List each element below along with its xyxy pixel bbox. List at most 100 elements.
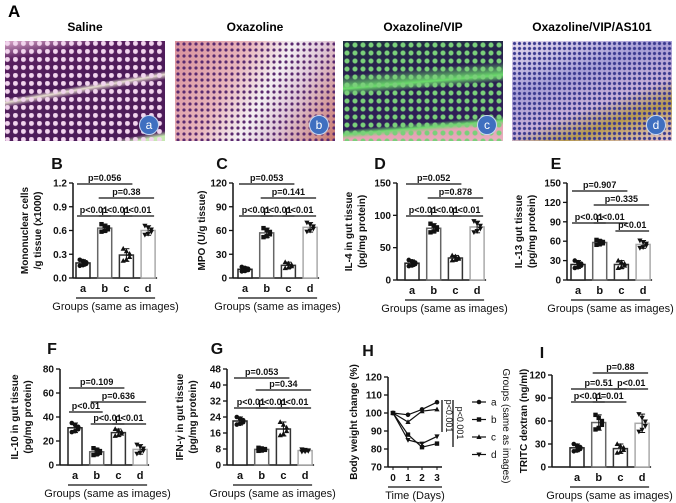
data-point-b (434, 227, 440, 232)
data-point-c (123, 248, 129, 254)
p-value-label: p=0.38 (112, 187, 140, 197)
series-line-b (392, 412, 438, 448)
data-point-a (69, 420, 75, 426)
data-point-d (142, 223, 148, 229)
y-tick-label: 0.6 (53, 226, 67, 237)
data-point-b (597, 238, 602, 244)
y-tick-label: 60 (550, 237, 562, 248)
p-value-label: p<0.01 (596, 212, 624, 222)
p-value-label: p<0.01 (123, 205, 151, 215)
data-point-c (115, 432, 121, 438)
data-point-c (614, 441, 620, 446)
y-tick-label: 0 (221, 274, 227, 285)
legend-title: Groups (same as images) (500, 368, 511, 483)
panel-letter-c: C (216, 156, 228, 173)
data-point-b (262, 446, 268, 452)
p-value-label: p=0.141 (272, 187, 305, 197)
image-title-oxazoline-vip: Oxazoline/VIP (383, 20, 463, 34)
legend-label-c: c (491, 433, 496, 444)
x-tick-label-b: b (595, 472, 602, 484)
y-axis-label: TRITC dextran (ng/ml) (519, 369, 530, 473)
data-point-d (642, 419, 648, 425)
data-point-b (267, 229, 273, 235)
data-point-c (617, 449, 623, 454)
data-point-d (640, 240, 646, 245)
y-tick-label: 120 (365, 373, 382, 384)
x-tick-label-b: b (258, 470, 265, 482)
x-axis-label: Time (Days) (385, 490, 444, 502)
data-point-d (474, 221, 480, 227)
y-tick-label: 90 (535, 394, 547, 405)
x-axis-label: Groups (same as images) (44, 488, 171, 500)
legend-marker-a (476, 399, 482, 405)
y-tick-label: 150 (544, 179, 561, 190)
data-point-d (471, 219, 477, 224)
data-point-b (594, 237, 599, 243)
data-point-d (137, 450, 143, 456)
data-point-a (572, 258, 578, 263)
series-point-d (434, 434, 440, 440)
panel-letter-e: E (551, 156, 562, 173)
data-point-c (621, 444, 627, 450)
data-point-c (282, 259, 288, 265)
data-point-b (91, 452, 96, 458)
y-tick-label: 24 (210, 413, 222, 424)
data-point-b (99, 221, 104, 227)
data-point-c (277, 432, 283, 438)
x-tick-label-c: c (452, 285, 458, 297)
data-point-c (456, 254, 462, 260)
data-point-d (302, 449, 308, 455)
y-tick-label: 8 (215, 445, 221, 456)
data-point-a (245, 266, 251, 272)
data-point-d (145, 231, 151, 237)
data-point-b (267, 232, 273, 237)
y-tick-label: 40 (43, 413, 55, 424)
data-point-d (477, 223, 483, 229)
data-point-d (637, 238, 643, 244)
data-point-d (643, 241, 649, 247)
p-value-label: p<0.001 (444, 400, 454, 433)
p-value-label: p<0.01 (258, 397, 286, 407)
data-point-d (307, 228, 313, 234)
data-point-c (618, 259, 624, 265)
data-point-c (285, 260, 291, 266)
data-point-d (640, 245, 646, 250)
badge-a: a (139, 115, 159, 135)
series-point-b (405, 432, 411, 437)
data-point-a (571, 441, 577, 447)
data-point-d (304, 229, 310, 235)
legend-label-a: a (491, 398, 497, 409)
data-point-c (123, 256, 129, 262)
badge-c: c (477, 115, 497, 135)
data-point-a (406, 257, 412, 263)
y-tick-label: 80 (43, 365, 55, 376)
x-tick-label-c: c (123, 283, 129, 295)
data-point-a (234, 414, 240, 420)
y-tick-label: 0 (385, 276, 391, 287)
y-axis-label: (pg/mg protein) (23, 380, 34, 453)
x-tick-label-d: d (474, 285, 481, 297)
p-value-label: p=0.335 (605, 194, 638, 204)
data-point-c (618, 264, 624, 270)
x-tick-label-c: c (617, 472, 623, 484)
p-value-label: p=0.88 (606, 362, 634, 372)
data-point-d (639, 427, 645, 433)
x-tick-label-d: d (307, 283, 314, 295)
bar-d (302, 226, 318, 279)
y-tick-label: 150 (374, 179, 391, 190)
x-tick-label-b: b (93, 470, 100, 482)
data-point-b (594, 242, 599, 248)
y-tick-label: 60 (43, 389, 55, 400)
x-tick-label: 2 (419, 473, 425, 484)
x-tick-label-b: b (263, 283, 270, 295)
micrograph-saline: a (5, 41, 165, 141)
series-point-d (419, 441, 425, 447)
y-tick-label: 90 (371, 427, 383, 438)
series-line-d (392, 412, 438, 445)
p-value-label: p<0.01 (72, 401, 100, 411)
data-point-d (140, 448, 146, 454)
data-point-b (264, 227, 269, 233)
data-point-b (599, 418, 605, 424)
x-tick-label-d: d (137, 470, 144, 482)
